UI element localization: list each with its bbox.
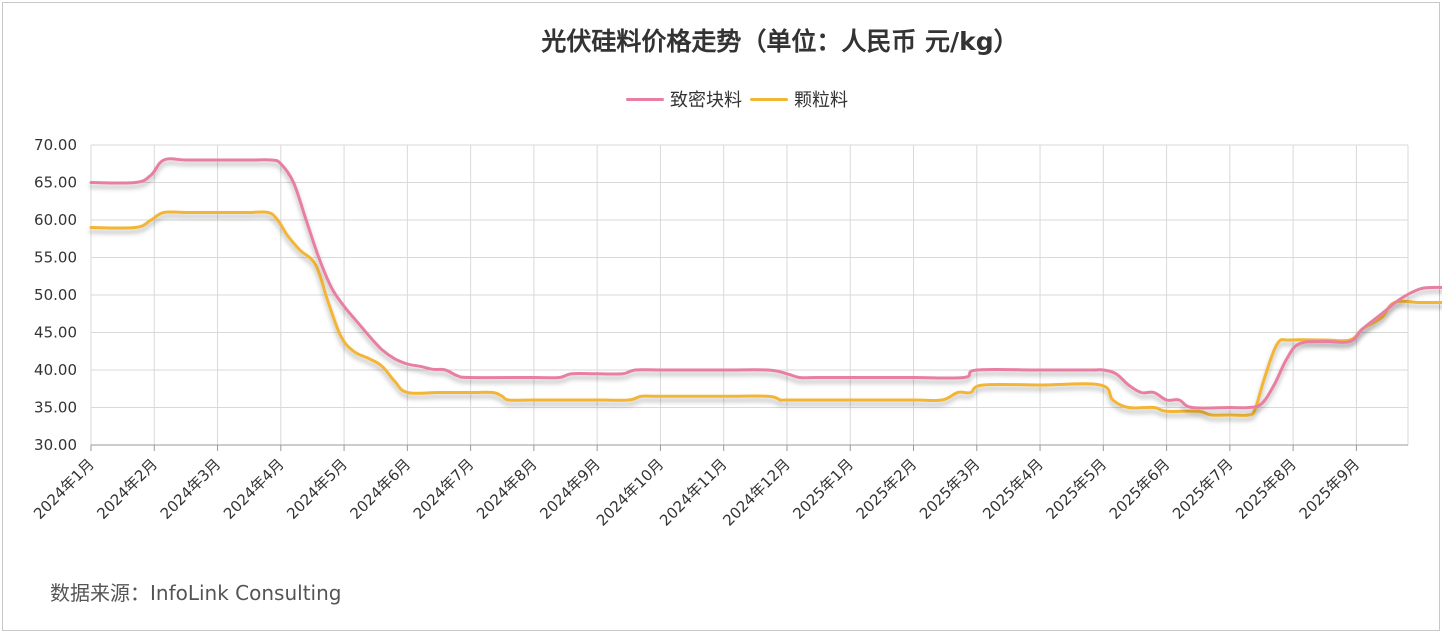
chart-legend: 致密块料 颗粒料 — [626, 86, 856, 112]
x-tick-label: 2025年4月 — [979, 455, 1047, 523]
x-tick-label: 2025年1月 — [789, 455, 857, 523]
y-tick-label: 45.00 — [34, 324, 77, 342]
x-tick-label: 2024年10月 — [593, 455, 667, 529]
grid-lines — [90, 144, 1409, 446]
legend-swatch-dense — [626, 97, 664, 101]
legend-label-granular: 颗粒料 — [794, 90, 848, 111]
x-tick-label: 2024年11月 — [656, 455, 730, 529]
series-line-dense — [89, 157, 1442, 410]
x-tick-label: 2025年8月 — [1232, 455, 1300, 523]
x-tick-label: 2024年12月 — [719, 455, 793, 529]
x-tick-label: 2024年5月 — [283, 455, 351, 523]
x-tick-label: 2024年2月 — [93, 455, 161, 523]
y-tick-label: 50.00 — [34, 286, 77, 304]
x-tick-label: 2024年8月 — [473, 455, 541, 523]
x-tick-label: 2025年7月 — [1169, 455, 1237, 523]
chart-title: 光伏硅料价格走势（单位：人民币 元/kg） — [541, 27, 1019, 56]
series-line-granular — [89, 210, 1442, 417]
y-tick-label: 70.00 — [34, 136, 77, 154]
y-tick-label: 65.00 — [34, 174, 77, 192]
y-tick-label: 40.00 — [34, 361, 77, 379]
x-tick-label: 2025年6月 — [1106, 455, 1174, 523]
x-tick-label: 2024年9月 — [536, 455, 604, 523]
x-tick-label: 2025年5月 — [1042, 455, 1110, 523]
x-tick-label: 2025年9月 — [1296, 455, 1364, 523]
legend-swatch-granular — [750, 97, 788, 101]
x-tick-label: 2024年7月 — [410, 455, 478, 523]
y-tick-label: 35.00 — [34, 399, 77, 417]
series-lines — [89, 157, 1442, 417]
y-tick-label: 60.00 — [34, 211, 77, 229]
y-tick-label: 30.00 — [34, 436, 77, 454]
legend-item-dense[interactable]: 致密块料 — [626, 86, 742, 112]
data-source-note: 数据来源：InfoLink Consulting — [50, 581, 342, 605]
legend-item-granular[interactable]: 颗粒料 — [750, 86, 848, 112]
x-tick-label: 2024年6月 — [346, 455, 414, 523]
x-tick-label: 2025年3月 — [916, 455, 984, 523]
x-tick-label: 2024年3月 — [157, 455, 225, 523]
x-tick-label: 2024年1月 — [30, 455, 98, 523]
y-tick-label: 55.00 — [34, 249, 77, 267]
legend-label-dense: 致密块料 — [670, 90, 742, 111]
x-tick-label: 2024年4月 — [220, 455, 288, 523]
x-tick-label: 2025年2月 — [853, 455, 921, 523]
